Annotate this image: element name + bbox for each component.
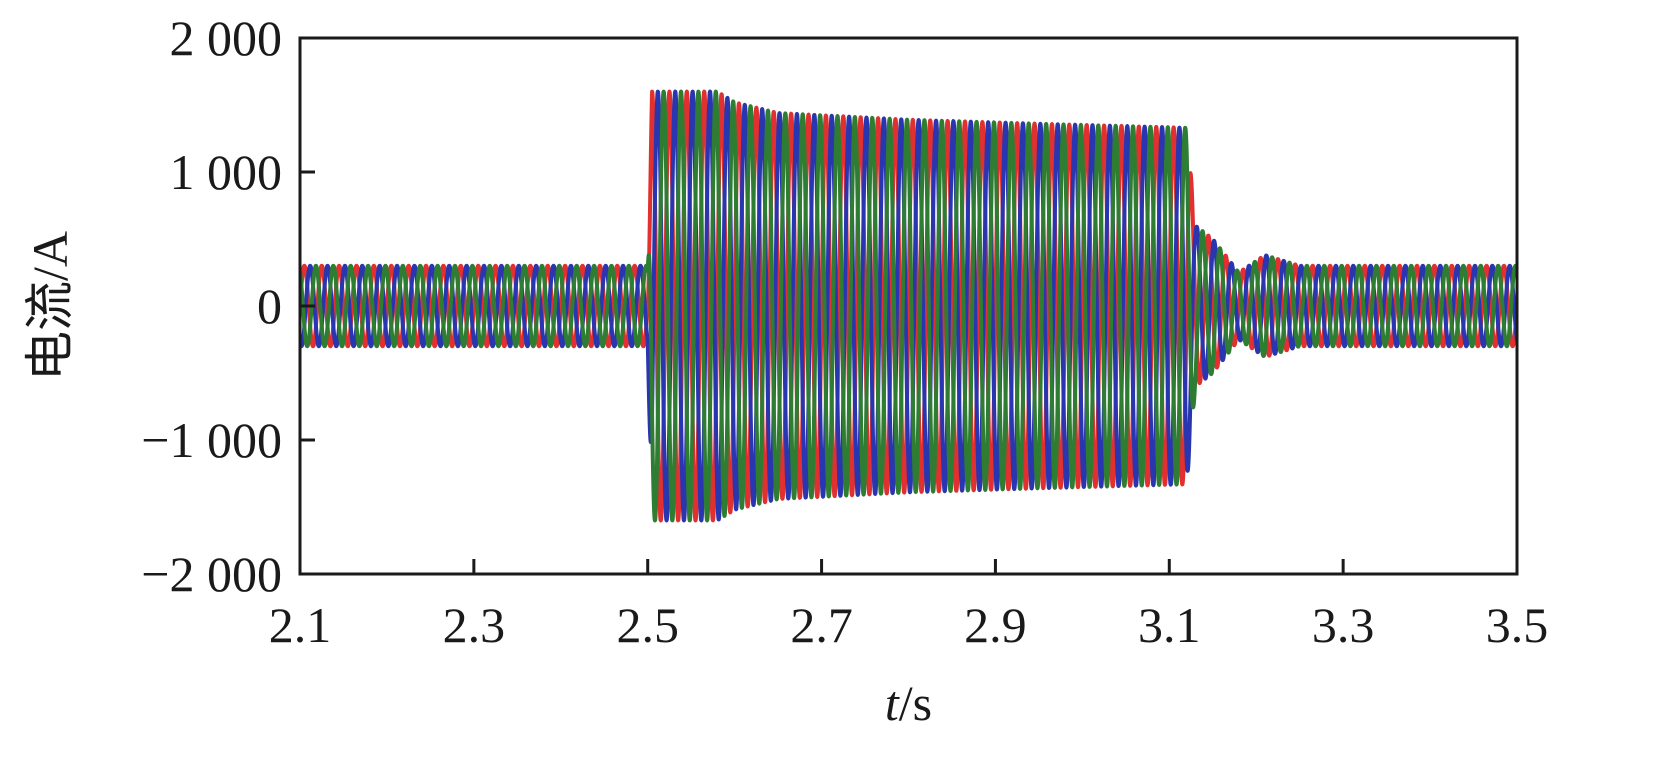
ticks-layer [298,36,1519,576]
x-axis-title-unit: /s [899,675,932,731]
x-tick-label: 3.1 [1138,597,1201,653]
y-axis-title: 电流/A [22,231,78,381]
y-tick-label: 1 000 [170,144,283,200]
series-line-phase-a [300,89,1517,523]
x-axis-title-symbol: t [885,675,900,731]
y-tick-label: −1 000 [141,412,282,468]
x-tick-label: 2.3 [443,597,506,653]
x-tick-label: 2.5 [616,597,679,653]
y-tick-label: −2 000 [141,546,282,602]
tick-labels-layer: 2.1 2.3 2.5 2.7 2.9 3.1 3.3 3.5 −2 000 −1 000 0 1 0… [141,10,1548,653]
y-tick-label: 2 000 [170,10,283,66]
series-line-phase-b [300,89,1517,523]
x-tick-label: 2.1 [269,597,332,653]
series-layer [300,89,1517,523]
x-axis-title: t/s [885,675,932,731]
x-tick-label: 3.5 [1486,597,1549,653]
x-tick-label: 2.9 [964,597,1027,653]
x-tick-label: 3.3 [1312,597,1375,653]
x-tick-label: 2.7 [790,597,853,653]
series-line-phase-c [300,89,1517,523]
y-tick-label: 0 [257,278,282,334]
